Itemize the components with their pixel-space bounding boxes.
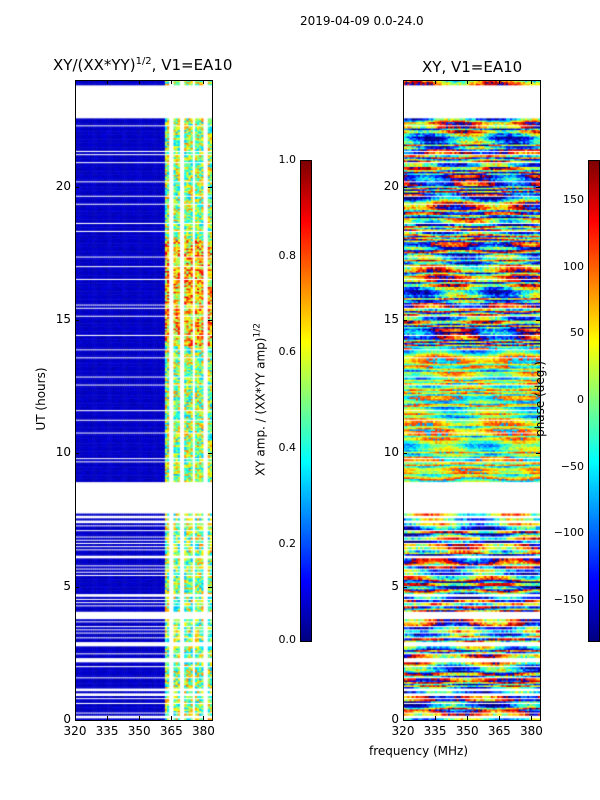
colorbar-tick-label: 1.0 bbox=[278, 153, 297, 166]
y-tick-mark bbox=[75, 586, 79, 588]
y-tick-label: 20 bbox=[383, 178, 399, 193]
title-tail: , V1=EA10 bbox=[151, 56, 233, 74]
x-tick-label: 350 bbox=[127, 724, 151, 738]
x-tick-mark bbox=[435, 716, 437, 720]
y-tick-mark-right bbox=[536, 320, 540, 321]
title-sup: 1/2 bbox=[135, 56, 152, 67]
y-tick-label: 0 bbox=[391, 712, 399, 726]
y-tick-mark bbox=[403, 453, 407, 455]
y-tick-mark-right bbox=[536, 453, 540, 455]
right-axes-frame bbox=[403, 80, 541, 721]
x-tick-label: 320 bbox=[63, 724, 87, 738]
y-axis-label: UT (hours) bbox=[34, 367, 48, 431]
title-base: XY/(XX*YY) bbox=[53, 56, 136, 74]
x-tick-mark-top bbox=[171, 80, 173, 84]
y-tick-mark bbox=[403, 720, 407, 721]
x-tick-mark bbox=[107, 716, 109, 720]
colorbar-tick-label: 0.0 bbox=[278, 633, 297, 646]
colorbar-tick-label: −100 bbox=[553, 526, 584, 540]
colorbar-tick-label: 0 bbox=[577, 393, 584, 406]
y-tick-mark bbox=[75, 186, 79, 188]
x-tick-mark bbox=[403, 716, 404, 720]
amplitude-colorbar-label: XY amp. / (XX*YY amp)1/2 bbox=[253, 320, 268, 480]
x-tick-mark-top bbox=[107, 80, 109, 84]
y-tick-mark bbox=[403, 320, 407, 321]
y-tick-mark bbox=[75, 720, 79, 721]
y-tick-mark-right bbox=[208, 720, 212, 721]
y-tick-mark bbox=[75, 453, 79, 455]
x-tick-mark bbox=[531, 716, 533, 720]
amplitude-heatmap bbox=[75, 80, 212, 720]
colorbar-tick-label: 150 bbox=[563, 193, 584, 206]
y-tick-label: 5 bbox=[391, 578, 399, 593]
y-tick-label: 5 bbox=[63, 578, 71, 593]
x-tick-mark bbox=[171, 716, 173, 720]
colorbar-tick-label: −50 bbox=[560, 459, 584, 473]
x-tick-mark-top bbox=[467, 80, 469, 84]
y-tick-label: 15 bbox=[55, 312, 71, 326]
cbar-label-sup: 1/2 bbox=[252, 323, 263, 338]
left-axes-frame bbox=[75, 80, 213, 721]
y-tick-label: 10 bbox=[383, 445, 399, 460]
colorbar-tick-label: −150 bbox=[553, 593, 584, 606]
x-tick-label: 380 bbox=[519, 724, 543, 738]
colorbar-tick-label: 100 bbox=[563, 259, 584, 273]
x-axis-label: frequency (MHz) bbox=[369, 744, 469, 758]
y-tick-label: 15 bbox=[383, 312, 399, 326]
y-tick-mark-right bbox=[208, 186, 212, 188]
figure-suptitle: 2019-04-09 0.0-24.0 bbox=[300, 14, 424, 28]
x-tick-mark-top bbox=[499, 80, 501, 84]
y-tick-mark-right bbox=[208, 453, 212, 455]
x-tick-mark bbox=[499, 716, 501, 720]
colorbar-tick-label: 0.4 bbox=[278, 441, 297, 454]
x-tick-mark bbox=[467, 716, 469, 720]
x-tick-mark bbox=[139, 716, 141, 720]
left-panel-title: XY/(XX*YY)1/2, V1=EA10 bbox=[53, 56, 232, 74]
x-tick-mark-top bbox=[75, 80, 76, 84]
x-tick-mark-top bbox=[139, 80, 141, 84]
x-tick-label: 350 bbox=[455, 724, 479, 738]
y-tick-mark bbox=[403, 586, 407, 588]
x-tick-label: 365 bbox=[487, 724, 511, 738]
x-tick-mark bbox=[75, 716, 76, 720]
y-tick-mark bbox=[75, 320, 79, 321]
cbar-label-text: XY amp. / (XX*YY amp) bbox=[253, 337, 268, 476]
y-tick-mark-right bbox=[536, 586, 540, 588]
x-tick-mark-top bbox=[203, 80, 205, 84]
y-tick-mark-right bbox=[208, 586, 212, 588]
y-tick-mark-right bbox=[536, 720, 540, 721]
colorbar-tick-label: 0.8 bbox=[278, 249, 297, 262]
colorbar-tick-label: 50 bbox=[570, 326, 584, 340]
y-tick-mark-right bbox=[208, 320, 212, 321]
colorbar-tick-label: 0.6 bbox=[278, 345, 297, 358]
x-tick-label: 320 bbox=[391, 724, 415, 738]
x-tick-mark bbox=[203, 716, 205, 720]
phase-colorbar-label: phase (deg.) bbox=[533, 361, 547, 437]
x-tick-label: 335 bbox=[423, 724, 447, 738]
y-tick-label: 10 bbox=[55, 445, 71, 460]
x-tick-mark-top bbox=[531, 80, 533, 84]
x-tick-mark-top bbox=[403, 80, 404, 84]
phase-colorbar bbox=[588, 160, 600, 642]
x-tick-label: 365 bbox=[159, 724, 183, 738]
x-tick-label: 335 bbox=[95, 724, 119, 738]
y-tick-mark-right bbox=[536, 186, 540, 188]
phase-heatmap bbox=[403, 80, 540, 720]
x-tick-mark-top bbox=[435, 80, 437, 84]
right-panel-title: XY, V1=EA10 bbox=[422, 58, 523, 76]
y-tick-label: 0 bbox=[63, 712, 71, 726]
colorbar-tick-label: 0.2 bbox=[278, 537, 297, 550]
x-tick-label: 380 bbox=[191, 724, 215, 738]
y-tick-mark bbox=[403, 186, 407, 188]
amplitude-colorbar bbox=[300, 160, 312, 642]
y-tick-label: 20 bbox=[55, 178, 71, 193]
